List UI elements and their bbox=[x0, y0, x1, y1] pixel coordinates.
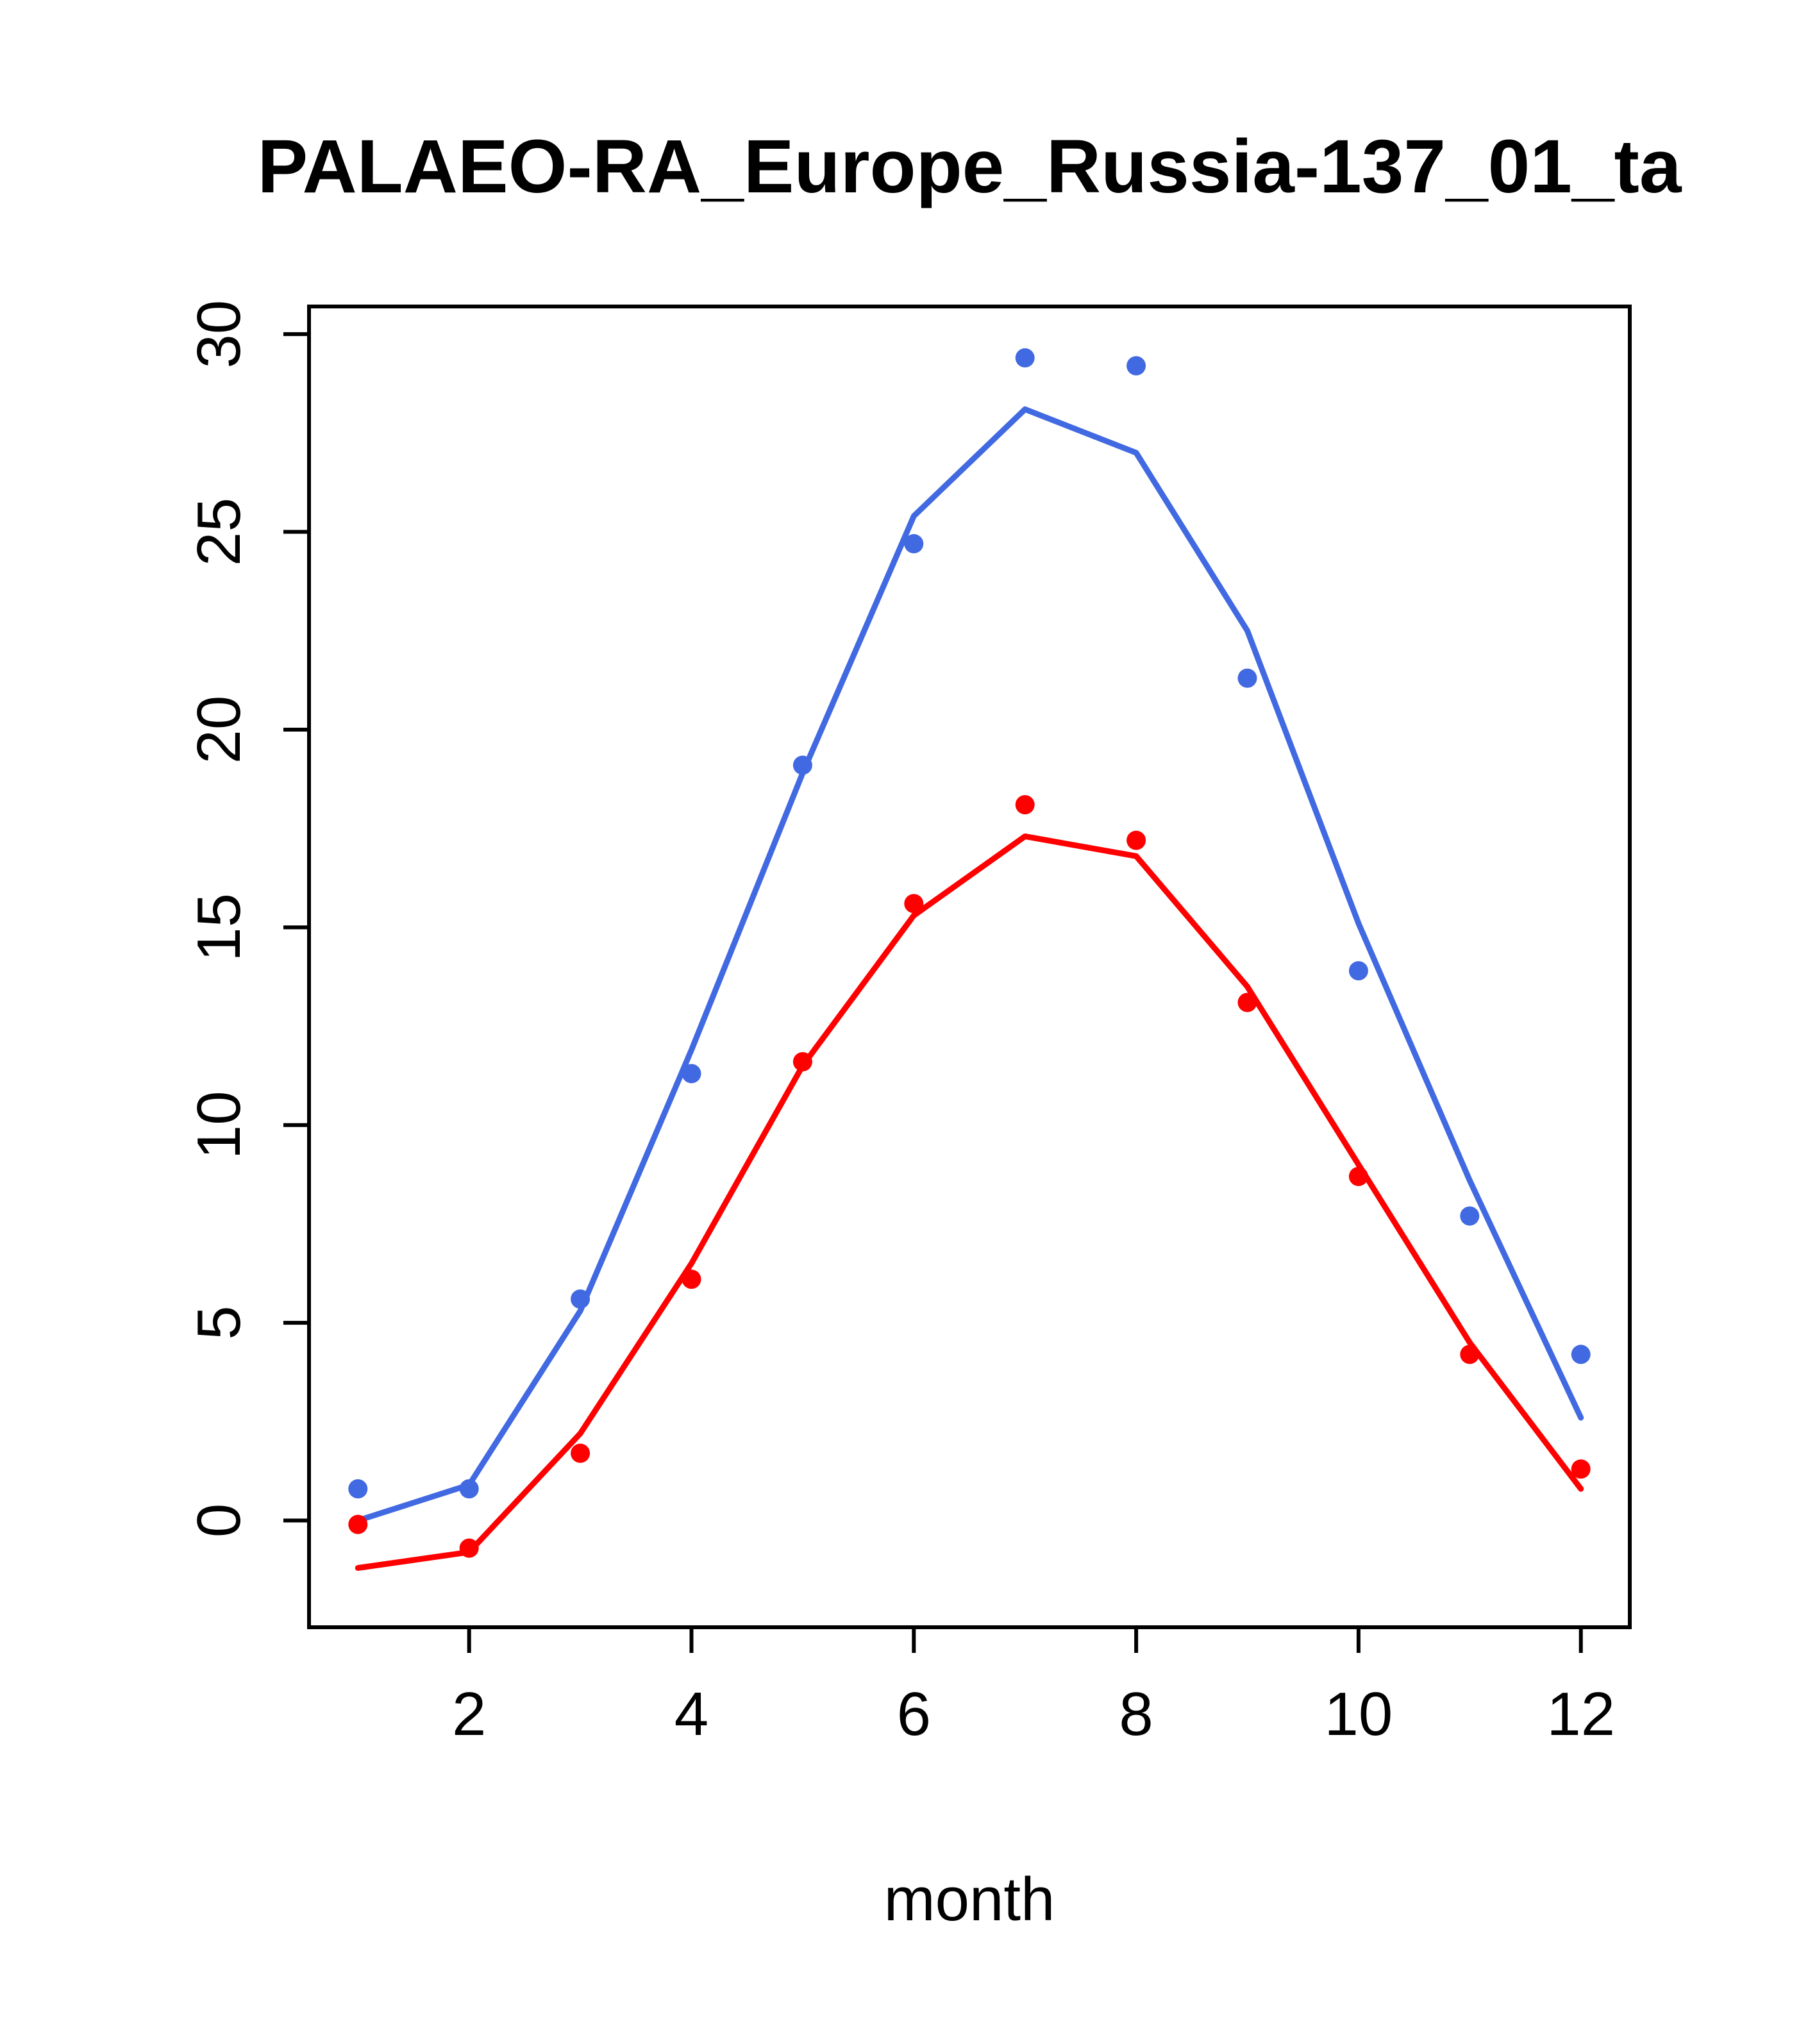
y-tick-label: 25 bbox=[185, 498, 253, 566]
blue-point-series-marker bbox=[1015, 348, 1035, 368]
red-point-series bbox=[348, 795, 1591, 1558]
y-tick-label: 0 bbox=[185, 1504, 253, 1537]
y-tick-label: 20 bbox=[185, 696, 253, 764]
x-tick-label: 10 bbox=[1325, 1680, 1393, 1748]
y-tick-label: 5 bbox=[185, 1305, 253, 1339]
x-tick-label: 8 bbox=[1119, 1680, 1153, 1748]
x-tick-label: 6 bbox=[897, 1680, 931, 1748]
blue-point-series-marker bbox=[1348, 961, 1368, 981]
chart-title: PALAEO-RA_Europe_Russia-137_01_ta bbox=[258, 124, 1682, 209]
blue-point-series-marker bbox=[348, 1479, 368, 1499]
blue-point-series-marker bbox=[1571, 1345, 1591, 1364]
x-tick-label: 2 bbox=[452, 1680, 486, 1748]
red-point-series-marker bbox=[1348, 1166, 1368, 1186]
red-point-series-marker bbox=[1571, 1459, 1591, 1479]
plot-area: 2 4 6 8 10 12 0 5 10 15 20 25 30 bbox=[185, 300, 1632, 1748]
x-axis-title: month bbox=[884, 1865, 1055, 1934]
red-point-series-marker bbox=[1126, 830, 1146, 850]
blue-point-series-marker bbox=[1126, 356, 1146, 376]
blue-line-series bbox=[355, 406, 1584, 1523]
red-point-series-marker bbox=[1237, 993, 1257, 1012]
red-point-series-marker bbox=[904, 894, 924, 914]
blue-point-series-marker bbox=[682, 1064, 701, 1084]
y-tick-label: 30 bbox=[185, 300, 253, 369]
y-tick-label: 10 bbox=[185, 1091, 253, 1159]
blue-point-series-marker bbox=[792, 755, 812, 775]
blue-point-series-marker bbox=[1460, 1206, 1480, 1226]
blue-point-series-marker bbox=[459, 1479, 479, 1499]
blue-point-series bbox=[348, 348, 1591, 1499]
blue-point-series-marker bbox=[1237, 668, 1257, 688]
red-point-series-marker bbox=[459, 1538, 479, 1558]
x-tick-label: 12 bbox=[1546, 1680, 1615, 1748]
plot-box bbox=[307, 305, 1632, 1629]
red-point-series-marker bbox=[1460, 1345, 1480, 1364]
red-point-series-marker bbox=[571, 1443, 590, 1463]
blue-point-series-marker bbox=[571, 1289, 590, 1309]
red-point-series-marker bbox=[348, 1514, 368, 1534]
blue-point-series-marker bbox=[904, 534, 924, 554]
red-point-series-marker bbox=[1015, 795, 1035, 815]
red-point-series-marker bbox=[682, 1269, 701, 1289]
y-tick-label: 15 bbox=[185, 893, 253, 962]
red-line-series bbox=[355, 833, 1584, 1571]
red-point-series-marker bbox=[792, 1052, 812, 1072]
x-tick-label: 4 bbox=[674, 1680, 708, 1748]
